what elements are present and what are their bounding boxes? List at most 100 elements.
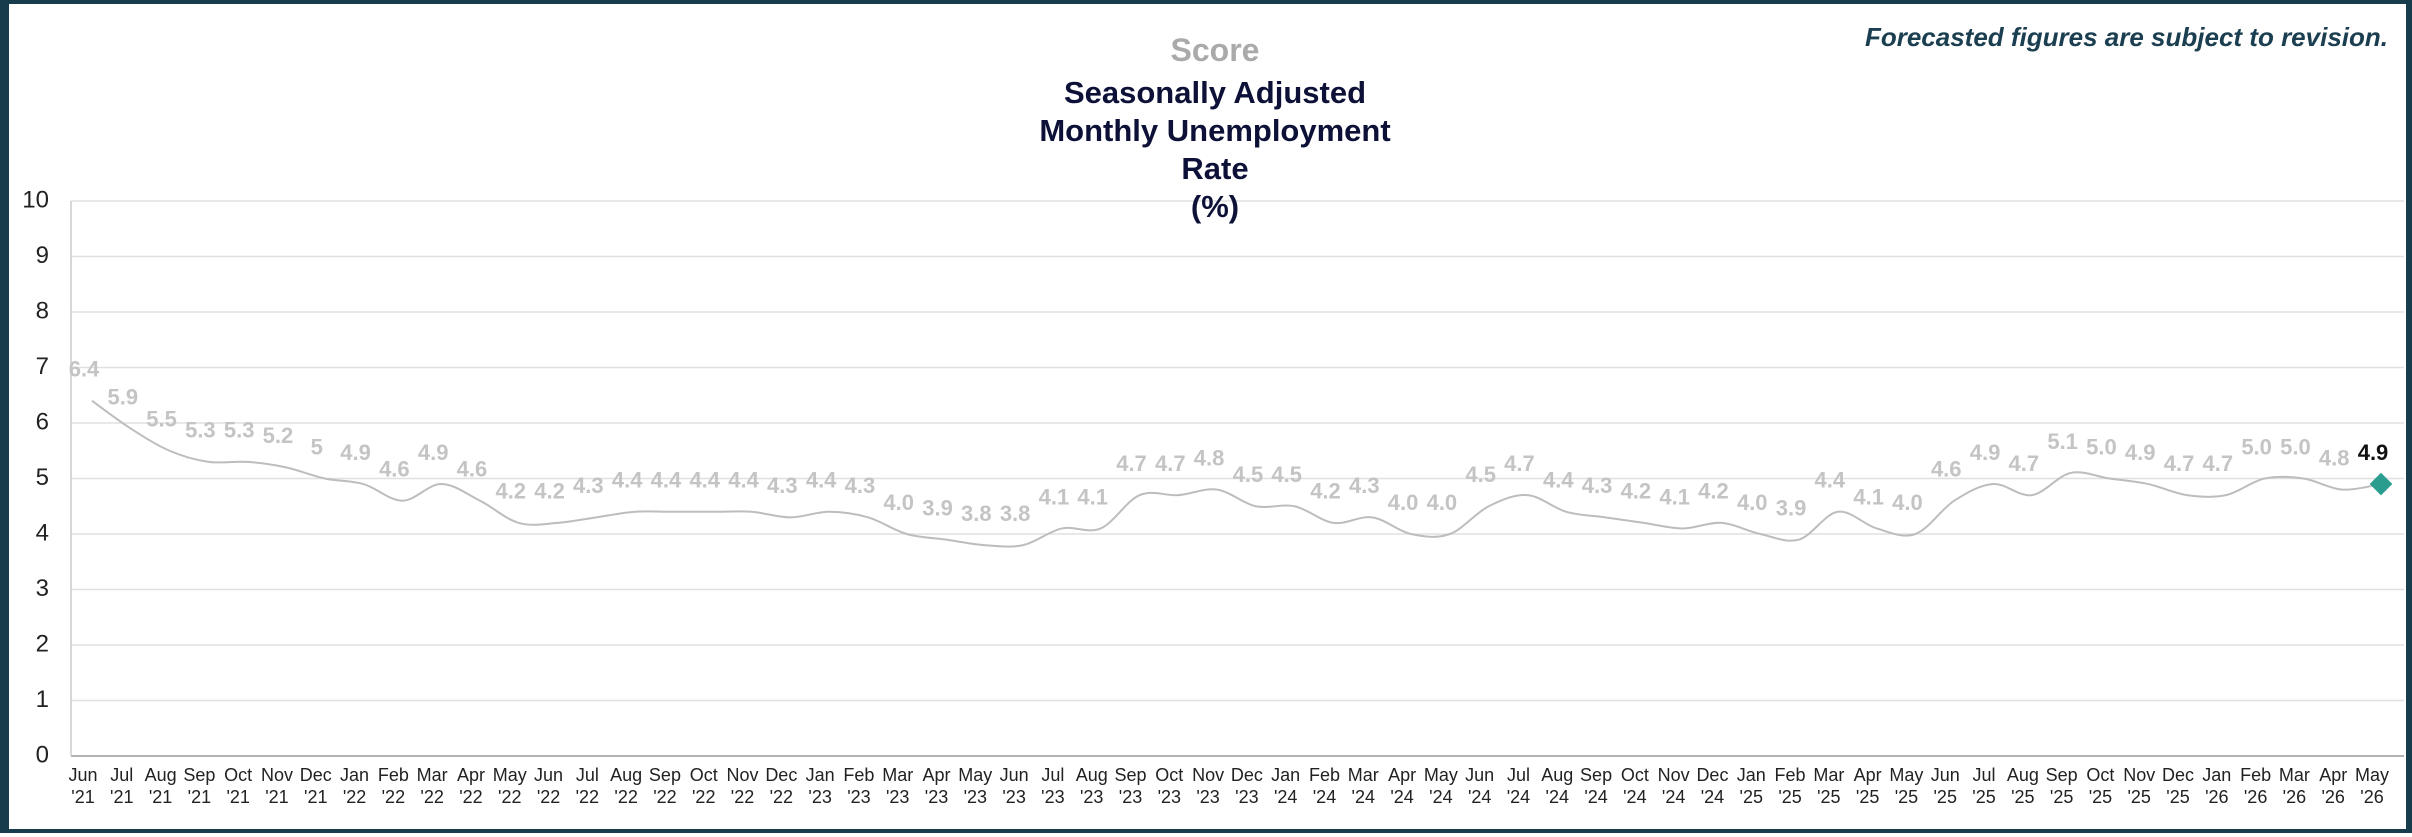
y-tick-label: 1 <box>36 686 49 713</box>
data-label: 4.0 <box>1388 490 1419 515</box>
data-label: 4.9 <box>2358 440 2389 465</box>
x-tick-label: Jan '25 <box>1736 765 1766 807</box>
x-tick-label: Jun '25 <box>1930 765 1960 807</box>
x-tick-label: Jan '24 <box>1271 765 1301 807</box>
data-label: 5.5 <box>146 407 177 432</box>
x-tick-label: May '23 <box>958 765 993 807</box>
x-tick-label: Jan '22 <box>340 765 370 807</box>
data-label: 4.2 <box>534 479 565 504</box>
y-tick-label: 4 <box>36 519 49 546</box>
data-label: 4.0 <box>1892 490 1923 515</box>
data-label: 4.8 <box>1194 445 1225 470</box>
data-label: 4.5 <box>1465 462 1496 487</box>
data-label: 4.3 <box>1582 473 1613 498</box>
y-tick-label: 7 <box>36 353 49 380</box>
chart-label: Score <box>1170 32 1260 68</box>
data-label: 4.9 <box>1970 440 2001 465</box>
y-tick-label: 8 <box>36 297 49 324</box>
x-tick-label: Jul '21 <box>110 765 134 807</box>
x-tick-label: Mar '26 <box>2278 765 2310 807</box>
x-tick-label: Nov '21 <box>260 765 293 807</box>
data-label: 3.8 <box>1000 501 1031 526</box>
y-tick-label: 3 <box>36 575 49 602</box>
x-tick-label: May '24 <box>1423 765 1458 807</box>
data-label: 4.8 <box>2319 445 2350 470</box>
data-label: 4.4 <box>806 468 837 493</box>
x-tick-label: Nov '24 <box>1657 765 1690 807</box>
data-label: 5 <box>311 434 323 459</box>
x-tick-label: Jun '23 <box>999 765 1029 807</box>
x-tick-label: Dec '21 <box>299 765 332 807</box>
data-label: 4.7 <box>2203 451 2234 476</box>
data-label: 4.3 <box>1349 473 1380 498</box>
data-label: 4.7 <box>1116 451 1147 476</box>
x-tick-label: Aug '22 <box>610 765 643 807</box>
x-tick-label: Apr '23 <box>922 765 951 807</box>
x-tick-label: Dec '25 <box>2162 765 2195 807</box>
data-label: 4.4 <box>689 468 720 493</box>
data-label: 5.2 <box>263 423 294 448</box>
x-tick-label: Nov '22 <box>726 765 759 807</box>
data-label: 4.3 <box>573 473 604 498</box>
data-label: 4.4 <box>651 468 682 493</box>
data-label: 4.1 <box>1853 484 1884 509</box>
x-tick-label: Jun '22 <box>534 765 564 807</box>
data-label: 5.1 <box>2047 429 2078 454</box>
x-tick-label: Sep '21 <box>183 765 216 807</box>
data-label: 4.9 <box>418 440 449 465</box>
data-label: 4.0 <box>1427 490 1458 515</box>
data-label: 4.0 <box>1737 490 1768 515</box>
x-tick-label: Dec '23 <box>1230 765 1263 807</box>
y-tick-label: 0 <box>36 741 49 768</box>
x-tick-label: Jun '21 <box>68 765 98 807</box>
data-label: 4.1 <box>1039 484 1070 509</box>
x-tick-label: Apr '24 <box>1388 765 1417 807</box>
y-tick-label: 10 <box>22 186 49 213</box>
x-tick-label: Aug '23 <box>1075 765 1108 807</box>
data-label: 4.6 <box>457 457 488 482</box>
data-label: 4.7 <box>1504 451 1535 476</box>
data-label: 3.9 <box>922 495 953 520</box>
data-label: 4.5 <box>1233 462 1264 487</box>
x-tick-label: Dec '22 <box>765 765 798 807</box>
data-label: 4.4 <box>1543 468 1574 493</box>
data-label: 4.7 <box>2164 451 2195 476</box>
data-label: 4.5 <box>1271 462 1302 487</box>
chart: 0 1 2 3 4 5 6 7 8 9 10 6.4 5.9 5.5 5.3 5.3 5.2 5 4.9 4.6 4.9… <box>22 186 2404 768</box>
x-tick-label: Sep '25 <box>2045 765 2078 807</box>
data-label: 4.4 <box>612 468 643 493</box>
data-label: 3.8 <box>961 501 992 526</box>
data-label: 4.4 <box>728 468 759 493</box>
x-tick-label: Jan '26 <box>2202 765 2232 807</box>
data-label: 4.7 <box>1155 451 1186 476</box>
data-label: 4.2 <box>1698 479 1729 504</box>
data-label: 4.0 <box>883 490 914 515</box>
x-tick-label: Feb '24 <box>1308 765 1340 807</box>
y-tick-label: 5 <box>36 464 49 491</box>
data-label: 5.3 <box>224 418 255 443</box>
x-tick-label: Mar '25 <box>1813 765 1845 807</box>
x-tick-label: Jan '23 <box>805 765 835 807</box>
data-label: 4.7 <box>2009 451 2040 476</box>
x-tick-label: Apr '25 <box>1853 765 1882 807</box>
x-tick-label: Oct '24 <box>1620 765 1649 807</box>
x-tick-label: Feb '23 <box>843 765 875 807</box>
data-label: 4.3 <box>767 473 798 498</box>
x-tick-label: Jul '23 <box>1041 765 1065 807</box>
x-tick-label: Mar '24 <box>1347 765 1379 807</box>
data-label: 5.0 <box>2241 434 2272 459</box>
data-label: 4.4 <box>1815 468 1846 493</box>
x-tick-label: Aug '25 <box>2006 765 2039 807</box>
x-tick-label: Feb '25 <box>1774 765 1806 807</box>
x-tick-label: Apr '22 <box>456 765 485 807</box>
data-label: 5.9 <box>107 384 138 409</box>
y-tick-label: 9 <box>36 242 49 269</box>
x-tick-label: Mar '22 <box>416 765 448 807</box>
chart-title: Seasonally Adjusted Monthly Unemployment… <box>1039 75 1391 224</box>
data-label: 4.1 <box>1077 484 1108 509</box>
x-tick-label: Aug '24 <box>1541 765 1574 807</box>
data-label: 4.2 <box>1310 479 1341 504</box>
y-tick-label: 6 <box>36 408 49 435</box>
x-tick-label: Sep '22 <box>648 765 681 807</box>
